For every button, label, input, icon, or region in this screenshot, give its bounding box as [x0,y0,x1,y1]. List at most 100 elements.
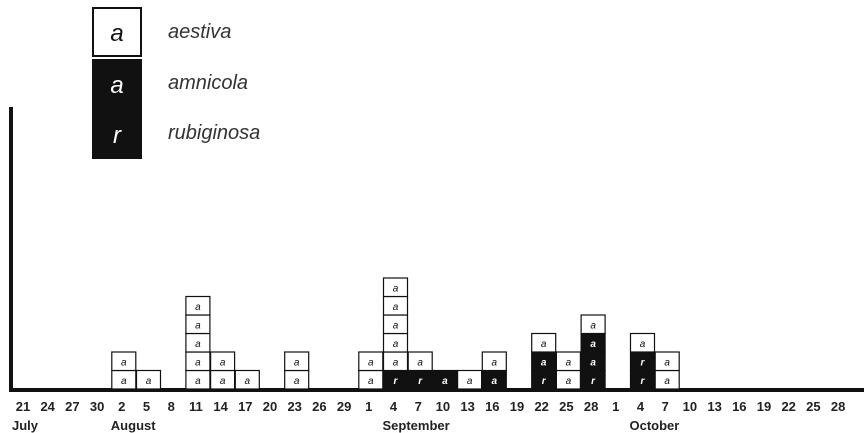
cell-aestiva: a [629,332,656,353]
cell-amnicola: a [531,351,557,372]
x-tick-label: 26 [312,399,326,414]
stack-10-17: a [432,369,458,390]
cell-letter-aestiva: a [195,320,201,331]
cell-aestiva: a [185,369,211,390]
axes [9,107,864,392]
stack-17-9: a [234,369,260,390]
cell-letter-rubiginosa: r [641,376,646,387]
legend-swatch-amnicola [92,59,142,109]
cell-aestiva: a [234,369,260,390]
cell-aestiva: a [284,369,310,390]
x-tick-label: 8 [168,399,175,414]
cell-letter-aestiva: a [195,357,201,368]
cell-rubiginosa: r [407,369,433,390]
cell-letter-amnicola: a [492,376,498,387]
cell-letter-rubiginosa: r [641,357,646,368]
legend-swatch-aestiva [92,7,142,57]
x-tick-label: 25 [806,399,820,414]
cell-box-aestiva [481,351,507,372]
cell-aestiva: a [185,351,211,372]
x-tick-label: 23 [287,399,301,414]
cell-letter-amnicola: a [442,376,448,387]
cell-letter-aestiva: a [417,357,423,368]
cell-aestiva: a [111,369,137,390]
month-label-october: October [630,418,680,433]
cell-rubiginosa: r [382,369,409,390]
cell-aestiva: a [555,351,582,372]
cell-letter-aestiva: a [541,339,547,350]
cell-letter-aestiva: a [146,376,152,387]
cell-letter-aestiva: a [393,320,399,331]
x-tick-labels: 21 24 27 30 2 5 8 11 14 17 20 23 26 29 1 4 7 10 13 16 19 22 25… [16,399,846,414]
cell-box-aestiva [555,351,582,372]
cell-box-aestiva [358,351,384,372]
cell-letter-aestiva: a [467,376,473,387]
cell-letter-aestiva: a [245,376,251,387]
cell-letter-aestiva: a [121,376,127,387]
cell-letter-aestiva: a [393,339,399,350]
cell-box-aestiva [531,332,557,353]
cell-box-aestiva [210,351,236,372]
cell-rubiginosa: r [629,369,656,390]
x-tick-label: 5 [143,399,150,414]
cell-aestiva: a [654,369,680,390]
cell-letter-aestiva: a [640,339,646,350]
cell-amnicola: a [481,369,507,390]
cell-box-aestiva [111,351,137,372]
cell-letter-aestiva: a [195,302,201,313]
cell-aestiva: a [654,351,680,372]
cell-box-aestiva [135,369,162,390]
cell-letter-rubiginosa: r [394,376,399,387]
x-tick-label: 22 [781,399,795,414]
cell-box-aestiva [234,369,260,390]
cell-box-aestiva [407,351,433,372]
legend-symbol-aestiva: a [110,20,123,47]
x-tick-label: 20 [263,399,277,414]
cell-box-aestiva [284,351,310,372]
x-tick-label: 24 [40,399,55,414]
cell-letter-aestiva: a [566,376,572,387]
cell-letter-aestiva: a [368,357,374,368]
stack-1-14: aa [358,351,384,390]
x-tick-label: 1 [612,399,619,414]
cell-letter-rubiginosa: r [418,376,423,387]
cell-letter-aestiva: a [294,357,300,368]
x-tick-label: 25 [559,399,573,414]
x-tick-label: 4 [637,399,645,414]
stack-16-19: aa [481,351,507,390]
stack-4-25: rra [629,332,656,390]
cell-box-aestiva [580,314,606,335]
x-tick-label: 2 [118,399,125,414]
cell-box-aestiva [457,369,483,390]
stack-23-11: aa [284,351,310,390]
stack-2-4: aa [111,351,137,390]
x-tick-label: 14 [213,399,228,414]
stack-14-8: aa [210,351,236,390]
stack-5-5: a [135,369,162,390]
cell-aestiva: a [210,369,236,390]
cell-rubiginosa: r [531,369,557,390]
cell-aestiva: a [185,332,211,353]
cell-letter-aestiva: a [294,376,300,387]
cell-letter-aestiva: a [220,376,226,387]
legend-symbol-amnicola: a [110,72,123,99]
month-label-july: July [12,418,39,433]
cell-aestiva: a [382,277,409,298]
x-tick-label: 21 [16,399,30,414]
cell-rubiginosa: r [629,351,656,372]
cell-aestiva: a [457,369,483,390]
cell-box-aestiva [654,351,680,372]
x-tick-label: 7 [662,399,669,414]
cell-letter-aestiva: a [121,357,127,368]
legend-label-rubiginosa: rubiginosa [168,122,260,144]
stack-25-22: aa [555,351,582,390]
cell-aestiva: a [185,314,211,335]
cell-letter-rubiginosa: r [542,376,547,387]
x-tick-label: 19 [757,399,771,414]
x-tick-label: 17 [238,399,252,414]
month-label-september: September [383,418,450,433]
legend-item-amnicola: a amnicola [92,59,248,109]
stack-22-21: raa [531,332,557,390]
